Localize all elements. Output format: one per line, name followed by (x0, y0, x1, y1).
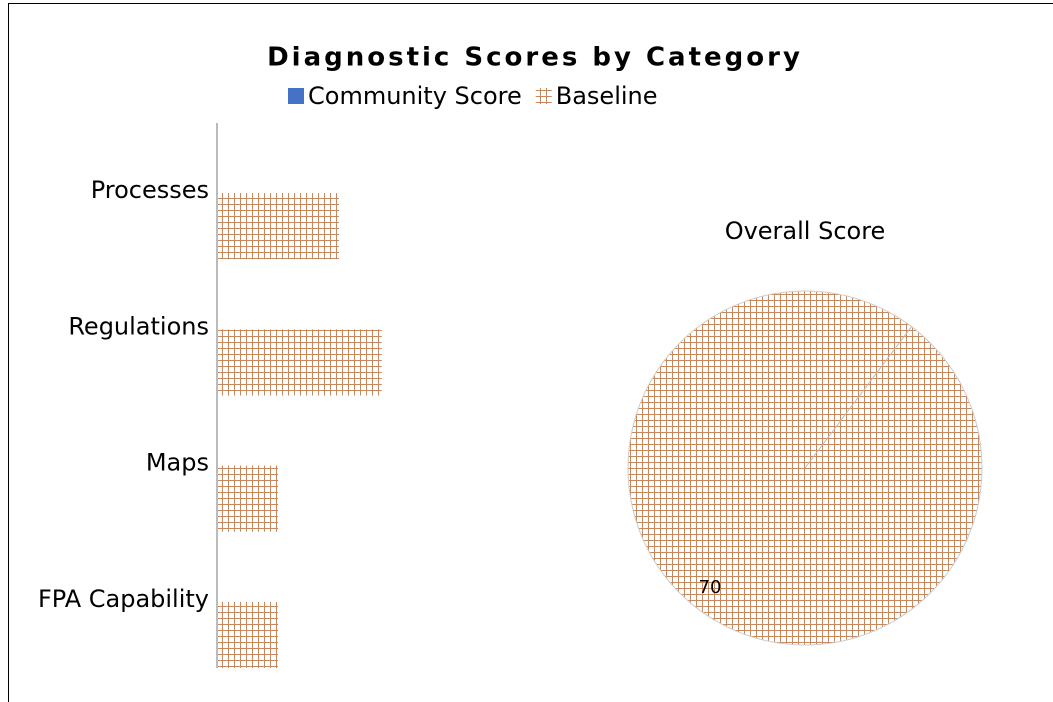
data-label: 70 (699, 577, 722, 598)
bar (217, 601, 278, 668)
bar (217, 465, 278, 532)
bar (217, 329, 382, 396)
y-tick-label: Regulations (68, 312, 209, 340)
y-tick-label: FPA Capability (38, 585, 209, 613)
chart-title: Diagnostic Scores by Category (267, 43, 803, 73)
legend-swatch (535, 88, 552, 104)
frame (8, 3, 1053, 702)
y-tick-label: Processes (91, 176, 209, 204)
y-tick-label: Maps (146, 449, 209, 477)
bar (217, 193, 339, 260)
slice-edge (804, 326, 912, 469)
legend-label: Community Score (308, 82, 522, 110)
legend-swatch (288, 88, 304, 104)
legend-label: Baseline (556, 82, 658, 110)
pie-title: Overall Score (725, 217, 886, 245)
